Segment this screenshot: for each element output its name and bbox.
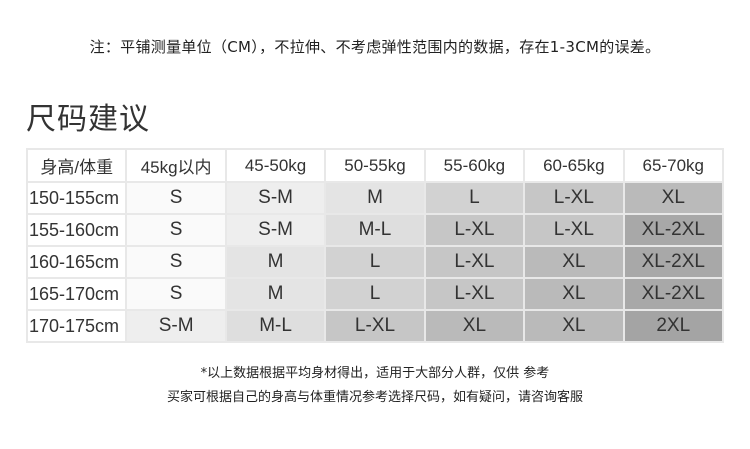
size-cell: S xyxy=(125,213,227,247)
height-cell: 165-170cm xyxy=(25,277,128,311)
size-cell: S-M xyxy=(125,309,227,343)
table-header-row: 身高/体重 45kg以内 45-50kg 50-55kg 55-60kg 60-65kg 6… xyxy=(25,148,725,183)
size-cell: XL xyxy=(523,309,625,343)
height-cell: 160-165cm xyxy=(25,245,128,279)
footnote-1: *以上数据根据平均身材得出，适用于大部分人群，仅供 参考 xyxy=(200,366,550,381)
size-cell: L xyxy=(324,277,426,311)
size-cell: 2XL xyxy=(622,309,725,343)
height-cell: 170-175cm xyxy=(25,309,128,343)
height-cell: 150-155cm xyxy=(25,181,128,215)
footnote-2: 买家可根据自己的身高与体重情况参考选择尺码，如有疑问，请咨询客服 xyxy=(166,390,583,405)
measurement-note: 注：平铺测量单位（CM），不拉伸、不考虑弹性范围内的数据，存在1-3CM的误差。 xyxy=(89,38,661,56)
header-cell: 65-70kg xyxy=(622,148,725,183)
header-cell: 55-60kg xyxy=(423,148,526,183)
size-cell: S xyxy=(125,181,227,215)
size-cell: M xyxy=(224,277,327,311)
size-cell: XL xyxy=(523,245,625,279)
size-cell: XL-2XL xyxy=(622,277,725,311)
page-title: 尺码建议 xyxy=(26,102,150,137)
size-cell: L xyxy=(423,181,526,215)
table-row: 160-165cm S M L L-XL XL XL-2XL xyxy=(25,245,725,279)
size-cell: XL-2XL xyxy=(622,245,725,279)
size-cell: M-L xyxy=(224,309,327,343)
size-cell: XL xyxy=(423,309,526,343)
size-cell: L-XL xyxy=(523,181,625,215)
height-cell: 155-160cm xyxy=(25,213,128,247)
table-row: 150-155cm S S-M M L L-XL XL xyxy=(25,181,725,215)
header-cell: 45kg以内 xyxy=(125,148,227,183)
table-row: 170-175cm S-M M-L L-XL XL XL 2XL xyxy=(25,309,725,343)
size-cell: L-XL xyxy=(523,213,625,247)
size-cell: S-M xyxy=(224,181,327,215)
size-cell: M-L xyxy=(324,213,426,247)
table-row: 165-170cm S M L L-XL XL XL-2XL xyxy=(25,277,725,311)
size-cell: XL-2XL xyxy=(622,213,725,247)
table-row: 155-160cm S S-M M-L L-XL L-XL XL-2XL xyxy=(25,213,725,247)
size-cell: M xyxy=(324,181,426,215)
header-cell: 50-55kg xyxy=(324,148,426,183)
size-chart-table: 身高/体重 45kg以内 45-50kg 50-55kg 55-60kg 60-65kg 6… xyxy=(25,148,725,343)
size-cell: S xyxy=(125,277,227,311)
size-cell: L-XL xyxy=(324,309,426,343)
size-cell: L xyxy=(324,245,426,279)
size-cell: L-XL xyxy=(423,277,526,311)
size-cell: S xyxy=(125,245,227,279)
size-cell: XL xyxy=(523,277,625,311)
size-cell: XL xyxy=(622,181,725,215)
header-cell: 45-50kg xyxy=(224,148,327,183)
size-cell: L-XL xyxy=(423,213,526,247)
size-cell: L-XL xyxy=(423,245,526,279)
size-cell: M xyxy=(224,245,327,279)
header-cell: 身高/体重 xyxy=(25,148,128,183)
size-cell: S-M xyxy=(224,213,327,247)
header-cell: 60-65kg xyxy=(523,148,625,183)
